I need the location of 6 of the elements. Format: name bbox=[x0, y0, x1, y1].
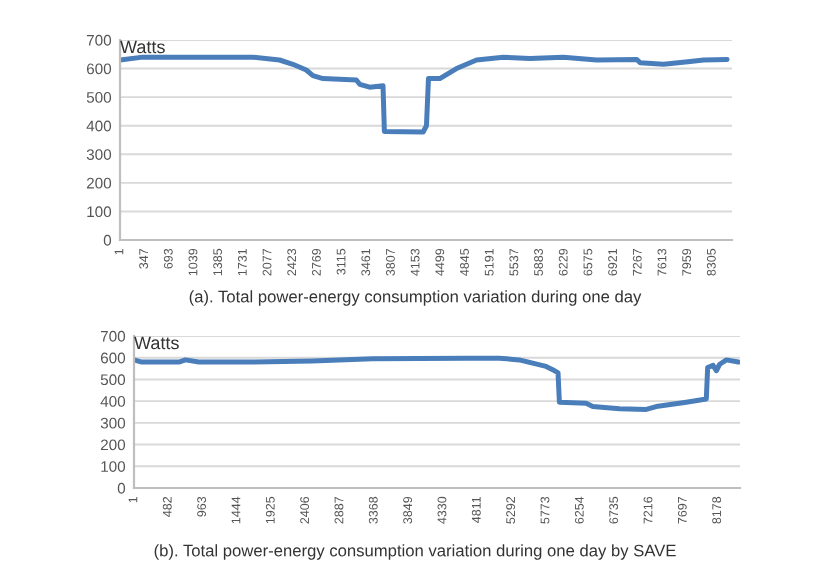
line-series bbox=[134, 355, 740, 412]
line-series bbox=[120, 54, 730, 135]
text: (a). Total power-energy consumption variation during one day bbox=[189, 290, 642, 306]
y-axis-title: Watts bbox=[120, 40, 165, 54]
y-axis-title: Watts bbox=[134, 336, 179, 350]
text: (b). Total power-energy consumption variation during one day by SAVE bbox=[154, 544, 676, 560]
